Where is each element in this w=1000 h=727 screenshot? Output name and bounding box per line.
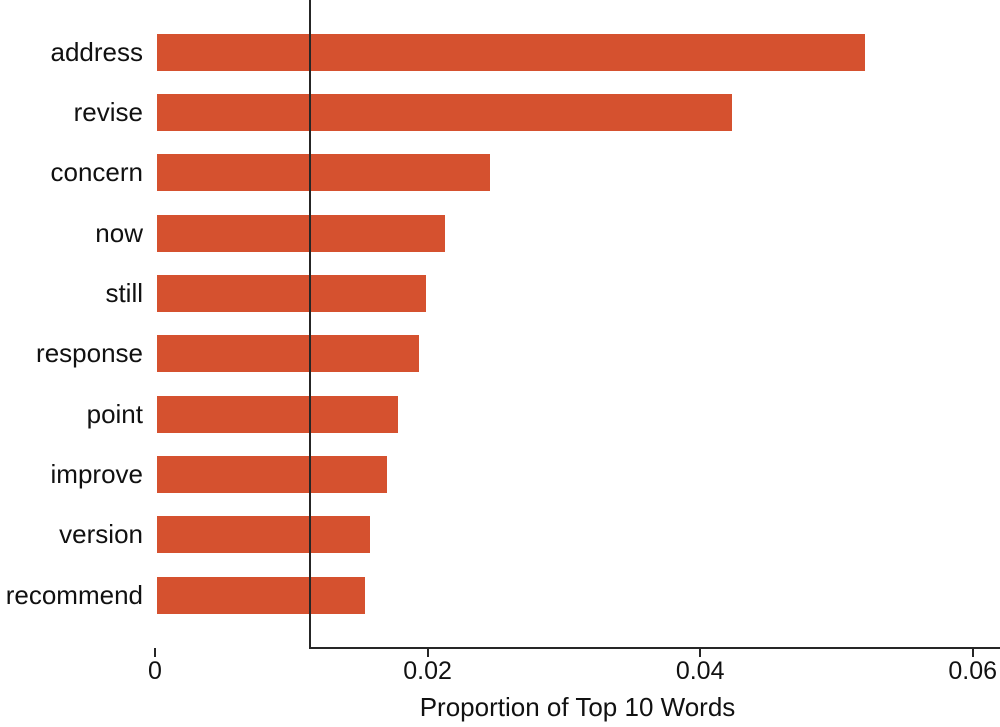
y-tick-label-recommend: recommend [5, 579, 143, 610]
bar-revise [157, 93, 732, 131]
y-tick-label-revise: revise [73, 96, 143, 127]
x-tick-label-0: 0 [148, 657, 162, 685]
bar-improve [157, 456, 387, 494]
bar-point [157, 395, 398, 433]
y-tick-label-still: still [105, 277, 143, 308]
bar-version [157, 516, 371, 554]
plot-area [155, 0, 1000, 649]
x-tick-mark-0 [154, 648, 156, 657]
x-axis-line [308, 646, 1000, 649]
y-tick-label-now: now [95, 217, 143, 248]
x-tick-label-0.04: 0.04 [675, 657, 725, 685]
y-tick-label-version: version [59, 519, 143, 550]
x-tick-mark-0.02 [426, 648, 429, 657]
y-tick-label-response: response [36, 338, 143, 369]
x-tick-mark-0.04 [699, 648, 702, 657]
x-tick-mark-0.06 [971, 648, 974, 657]
x-tick-label-0.02: 0.02 [403, 657, 452, 685]
bar-address [157, 33, 866, 71]
y-axis-line [308, 0, 311, 648]
bar-now [157, 214, 446, 252]
bar-concern [157, 154, 491, 192]
bar-recommend [157, 576, 365, 614]
bar-response [157, 335, 420, 373]
x-tick-label-0.06: 0.06 [948, 657, 998, 685]
y-tick-label-concern: concern [50, 157, 144, 188]
y-tick-label-address: address [50, 36, 144, 67]
y-tick-label-point: point [86, 398, 143, 429]
x-axis-title: Proportion of Top 10 Words [419, 692, 736, 722]
y-tick-label-improve: improve [50, 459, 143, 490]
bar-still [157, 274, 427, 312]
